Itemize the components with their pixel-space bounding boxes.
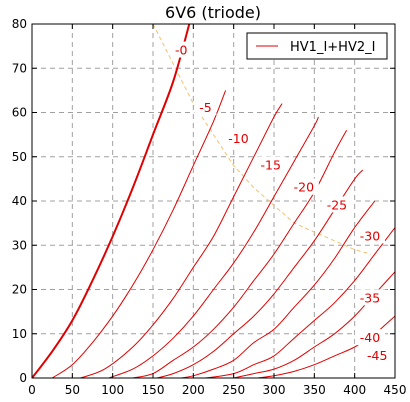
- curve-label-bg: [354, 289, 385, 306]
- x-tick-label: 300: [263, 383, 286, 397]
- curve-label-bg: [255, 156, 286, 173]
- curve-label: -10: [228, 131, 248, 146]
- curve-label: -0: [175, 43, 188, 58]
- y-tick-label: 20: [12, 283, 27, 297]
- x-tick-label: 400: [343, 383, 366, 397]
- curve-labels: -0 -5 -10 -15 -20 -25 -30 -35 -40 -45: [170, 41, 393, 363]
- x-tick-label: 150: [142, 383, 165, 397]
- curve-label: -30: [360, 228, 380, 243]
- x-tick-label: 250: [222, 383, 245, 397]
- y-tick-label: 70: [12, 61, 27, 75]
- plot-area: [32, 24, 395, 378]
- curve-grid-minus0: [32, 24, 191, 378]
- curve-label-bg: [354, 227, 385, 244]
- x-tick-label: 50: [65, 383, 80, 397]
- x-tick-label: 200: [182, 383, 205, 397]
- curve-label: -45: [367, 348, 387, 363]
- load-line: [152, 24, 371, 255]
- curve-label-bg: [362, 346, 393, 363]
- x-tick-label: 0: [28, 383, 36, 397]
- curve-grid-minus30: [181, 200, 376, 378]
- x-tick-label: 450: [384, 383, 407, 397]
- curve-label: -5: [199, 100, 211, 115]
- y-tick-label: 30: [12, 238, 27, 252]
- curve-label-bg: [223, 130, 254, 147]
- curve-label-bg: [194, 99, 217, 116]
- y-tick-label: 60: [12, 106, 27, 120]
- curve-label-bg: [288, 178, 319, 195]
- curve-label: -20: [294, 180, 314, 195]
- curve-grid-minus10: [80, 103, 283, 378]
- curve-label-bg: [354, 329, 385, 346]
- curve-label-bg: [321, 196, 352, 213]
- curve-label: -40: [360, 330, 380, 345]
- y-tick-label: 0: [19, 371, 27, 385]
- curve-label: -25: [327, 197, 347, 212]
- legend: HV1_I+HV2_I: [246, 32, 388, 60]
- y-tick-label: 50: [12, 150, 27, 164]
- curve-label: -15: [261, 158, 281, 173]
- x-tick-label: 350: [303, 383, 326, 397]
- curve-label: -35: [360, 290, 380, 305]
- ticks: 0 50 100 150 200 250 300 350 400 450 0 10 20 30 40 50 60…: [12, 17, 407, 397]
- y-tick-label: 40: [12, 194, 27, 208]
- curve-label-bg: [170, 41, 193, 58]
- curve-grid-minus35: [205, 227, 395, 378]
- legend-label: HV1_I+HV2_I: [290, 40, 375, 55]
- curve-grid-minus5: [51, 90, 227, 378]
- y-tick-label: 80: [12, 17, 27, 31]
- y-tick-label: 10: [12, 327, 27, 341]
- x-tick-label: 100: [101, 383, 124, 397]
- chart-title: 6V6 (triode): [165, 3, 261, 22]
- curve-grid-minus15: [108, 116, 319, 378]
